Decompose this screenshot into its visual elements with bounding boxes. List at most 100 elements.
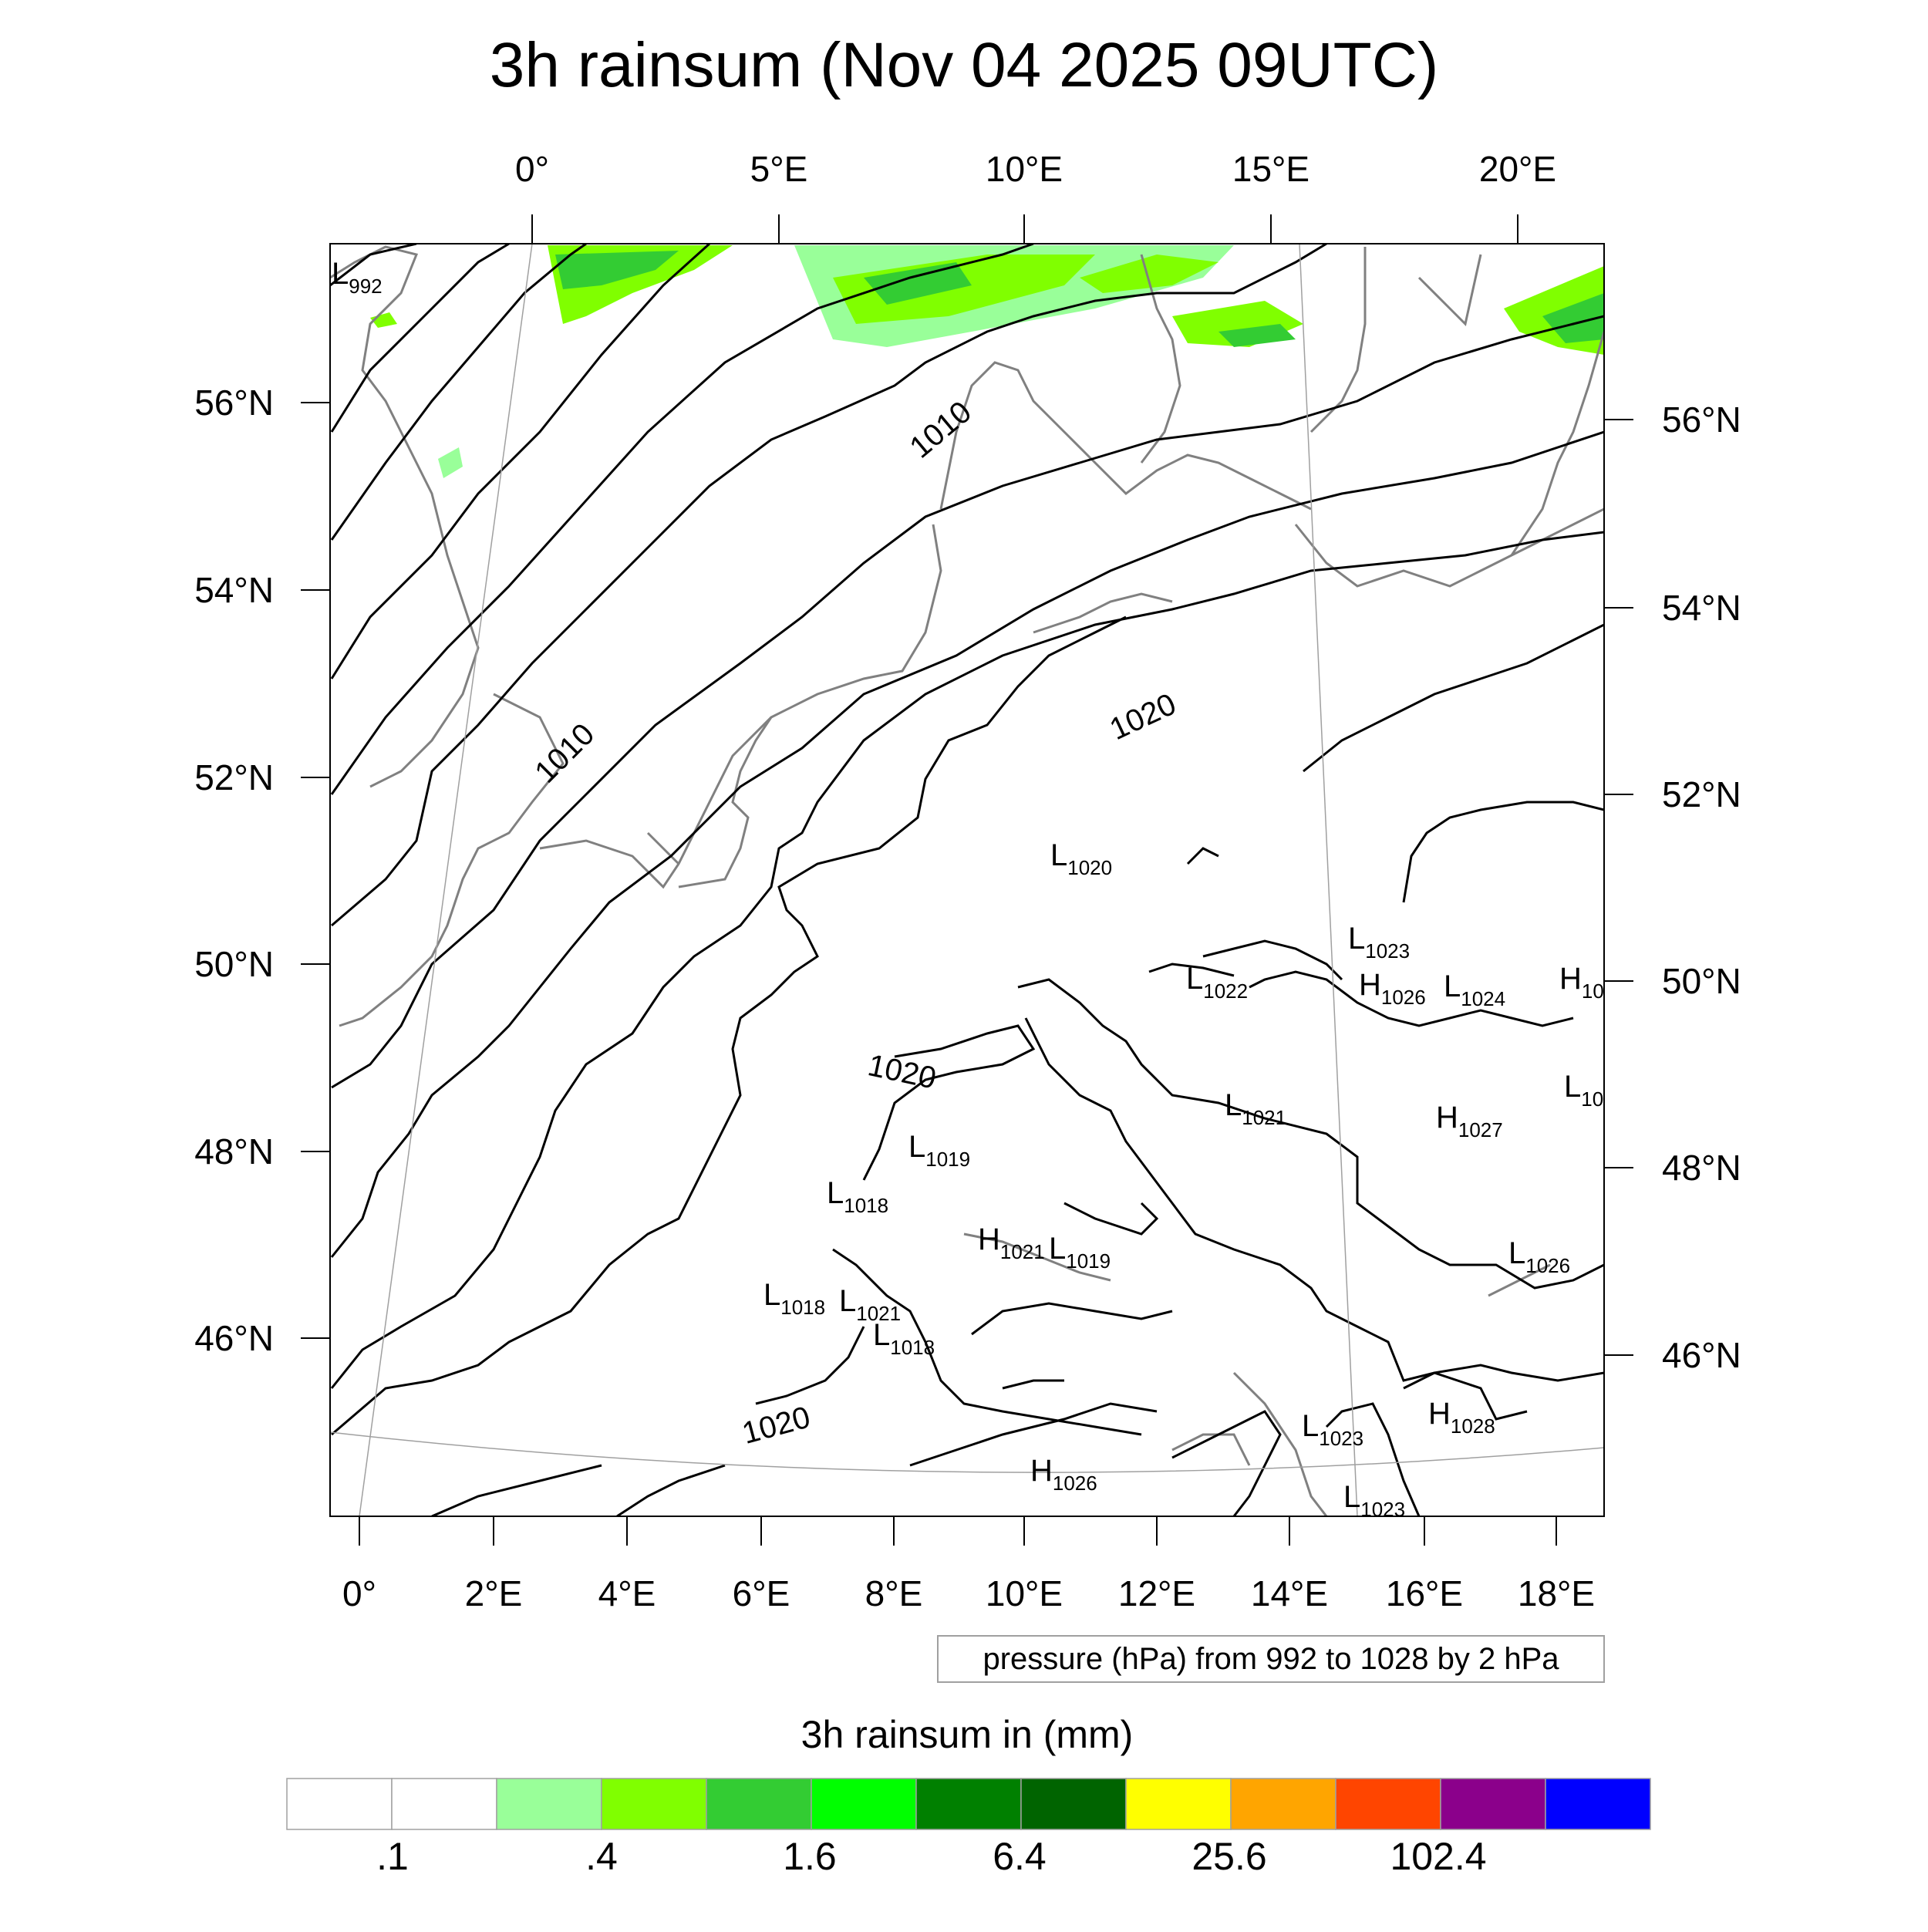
pressure-center-label: L1018 <box>763 1278 825 1319</box>
colorbar <box>286 1778 1651 1830</box>
colorbar-tick-label: 6.4 <box>993 1835 1047 1878</box>
tick-label: 8°E <box>865 1573 923 1613</box>
map-title: 3h rainsum (Nov 04 2025 09UTC) <box>490 30 1439 100</box>
tick-label: 52°N <box>1662 774 1741 814</box>
pressure-center-label: L1021 <box>1225 1088 1286 1129</box>
left-lat-labels: 56°N 54°N 52°N 50°N 48°N 46°N <box>194 383 274 1358</box>
colorbar-swatch <box>811 1778 917 1830</box>
tick-label: 56°N <box>194 383 274 423</box>
colorbar-swatch <box>1230 1778 1336 1830</box>
tick-label: 46°N <box>1662 1335 1741 1375</box>
tick-label: 10°E <box>986 149 1063 189</box>
left-axis <box>301 402 330 1339</box>
colorbar-tick-label: .4 <box>585 1835 618 1878</box>
pressure-center-label: H1021 <box>978 1222 1045 1263</box>
tick-label: 5°E <box>750 149 808 189</box>
isobar-label: 1020 <box>1104 687 1181 747</box>
right-axis <box>1604 419 1633 1356</box>
colorbar-tick-label: .1 <box>376 1835 409 1878</box>
isobar-label: 1010 <box>903 395 977 465</box>
colorbar-tick-label: 102.4 <box>1390 1835 1486 1878</box>
tick-label: 50°N <box>194 944 274 984</box>
isobars <box>330 244 1604 1516</box>
tick-label: 48°N <box>1662 1148 1741 1188</box>
pressure-center-label: L1018 <box>873 1318 935 1359</box>
colorbar-swatch <box>1335 1778 1441 1830</box>
tick-label: 4°E <box>598 1573 656 1613</box>
colorbar-swatch <box>391 1778 497 1830</box>
right-lat-labels: 56°N 54°N 52°N 50°N 48°N 46°N <box>1662 400 1741 1375</box>
tick-label: 0° <box>342 1573 376 1613</box>
tick-label: 18°E <box>1518 1573 1595 1613</box>
pressure-center-label: H10 <box>1559 962 1604 1003</box>
colorbar-tick-label: 25.6 <box>1192 1835 1266 1878</box>
bottom-lon-labels: 0° 2°E 4°E 6°E 8°E 10°E 12°E 14°E 16°E 1… <box>342 1573 1595 1613</box>
rain-area <box>555 251 679 289</box>
tick-label: 50°N <box>1662 961 1741 1001</box>
tick-label: 46°N <box>194 1318 274 1358</box>
tick-label: 6°E <box>733 1573 790 1613</box>
pressure-center-label: H1028 <box>1428 1397 1495 1438</box>
rain-area <box>1542 293 1604 343</box>
pressure-center-label: L1019 <box>1049 1232 1111 1273</box>
rain-area <box>1080 255 1218 293</box>
rain-area <box>438 447 463 478</box>
top-axis <box>531 214 1518 244</box>
pressure-center-label: L1024 <box>1444 969 1505 1010</box>
tick-label: 15°E <box>1232 149 1309 189</box>
isobar-label: 1010 <box>528 717 601 790</box>
top-lon-labels: 0° 5°E 10°E 15°E 20°E <box>515 149 1556 189</box>
pressure-center-label: L1021 <box>839 1284 901 1325</box>
colorbar-swatch <box>706 1778 812 1830</box>
tick-label: 12°E <box>1118 1573 1195 1613</box>
pressure-center-label: H1026 <box>1359 968 1426 1009</box>
rain-area <box>864 262 972 305</box>
pressure-center-label: L1018 <box>827 1176 888 1217</box>
pressure-center-label: H1026 <box>1030 1454 1097 1495</box>
pressure-center-label: L10 <box>1564 1070 1603 1111</box>
pressure-center-label: L1026 <box>1508 1236 1570 1277</box>
tick-label: 16°E <box>1386 1573 1463 1613</box>
pressure-center-label: L1022 <box>1186 962 1248 1003</box>
rain-area <box>1218 324 1296 347</box>
isobar-label: 1020 <box>865 1048 939 1096</box>
pressure-centers: L992 L1020 L1023 L1022 H1026 L1024 H10 L… <box>332 257 1604 1521</box>
colorbar-swatch <box>286 1778 393 1830</box>
colorbar-swatch <box>496 1778 602 1830</box>
colorbar-title: 3h rainsum in (mm) <box>801 1713 1134 1756</box>
bottom-axis <box>359 1516 1557 1546</box>
graticule <box>330 244 1604 1516</box>
colorbar-swatch <box>1020 1778 1127 1830</box>
tick-label: 20°E <box>1479 149 1556 189</box>
colorbar-swatch <box>915 1778 1022 1830</box>
contour-info: pressure (hPa) from 992 to 1028 by 2 hPa <box>983 1642 1559 1676</box>
colorbar-swatch <box>1440 1778 1546 1830</box>
tick-label: 54°N <box>1662 588 1741 628</box>
isobar-label: 1020 <box>739 1400 814 1451</box>
contour-info-box: pressure (hPa) from 992 to 1028 by 2 hPa <box>937 1635 1605 1683</box>
pressure-center-label: L1023 <box>1348 922 1410 963</box>
pressure-center-label: H1027 <box>1436 1101 1503 1141</box>
tick-label: 14°E <box>1251 1573 1328 1613</box>
colorbar-tick-label: 1.6 <box>783 1835 837 1878</box>
colorbar-swatch <box>1545 1778 1651 1830</box>
tick-label: 54°N <box>194 570 274 610</box>
tick-label: 10°E <box>986 1573 1063 1613</box>
tick-label: 0° <box>515 149 549 189</box>
rain-areas <box>370 245 1604 478</box>
colorbar-swatch <box>601 1778 707 1830</box>
coastlines <box>330 245 1604 1516</box>
pressure-center-label: L1023 <box>1343 1480 1405 1521</box>
map-frame <box>329 243 1605 1517</box>
pressure-center-label: L1020 <box>1050 838 1112 879</box>
pressure-center-label: L992 <box>332 257 383 298</box>
colorbar-swatch <box>1125 1778 1232 1830</box>
tick-label: 2°E <box>465 1573 523 1613</box>
pressure-center-label: L1023 <box>1302 1409 1363 1450</box>
colorbar-tick-labels: .1 .4 1.6 6.4 25.6 102.4 <box>376 1835 1486 1878</box>
pressure-center-label: L1019 <box>908 1130 970 1171</box>
tick-label: 48°N <box>194 1131 274 1172</box>
tick-label: 52°N <box>194 757 274 797</box>
tick-label: 56°N <box>1662 400 1741 440</box>
